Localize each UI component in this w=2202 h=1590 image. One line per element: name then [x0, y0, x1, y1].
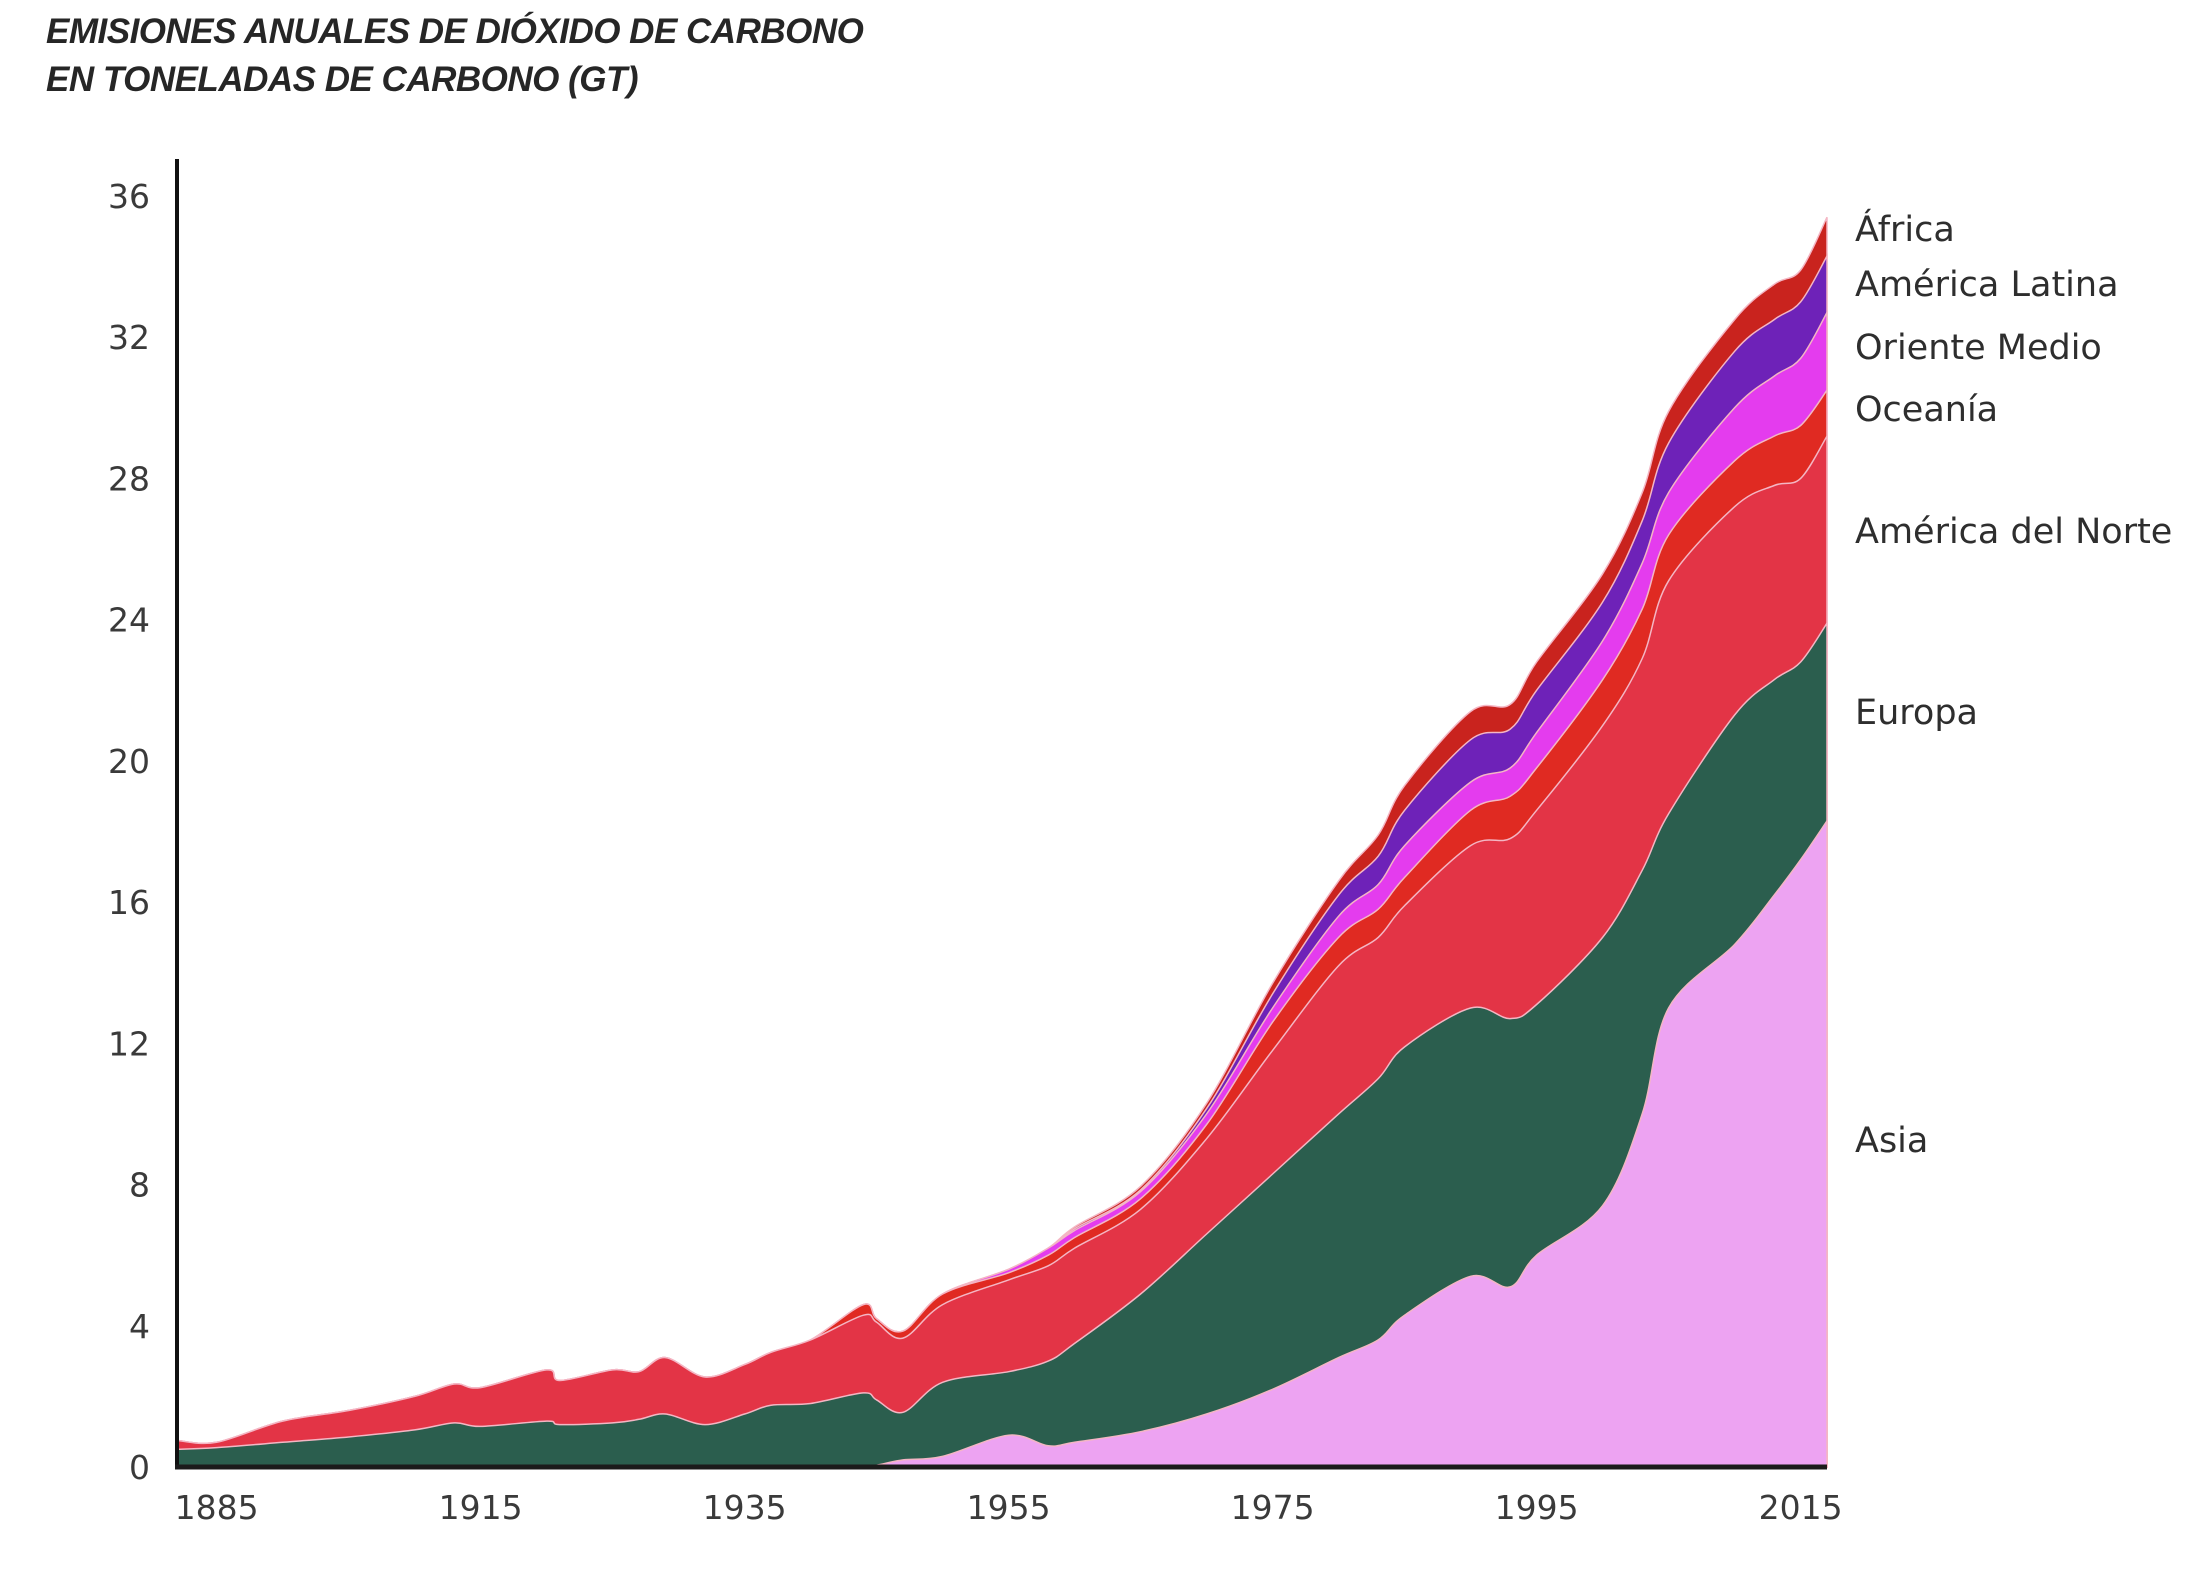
region-labels: Asia Europa América del Norte Oceanía Orient… [1855, 208, 2172, 1161]
x-tick-label: 2015 [1759, 1488, 1843, 1527]
y-tick-label: 36 [108, 177, 150, 216]
x-tick-label: 1955 [967, 1488, 1051, 1527]
legend-label--frica: África [1855, 208, 1955, 250]
legend-label-am-rica-del-norte: América del Norte [1855, 512, 2172, 552]
y-tick-label: 16 [108, 883, 150, 922]
y-tick-label: 28 [108, 459, 150, 498]
y-tick-label: 20 [108, 742, 150, 781]
y-tick-label: 32 [108, 318, 150, 357]
x-tick-label: 1885 [175, 1488, 259, 1527]
chart-title-line-2: EN TONELADAS DE CARBONO (GT) [46, 60, 639, 99]
legend-label-asia: Asia [1855, 1121, 1928, 1161]
x-tick-label: 1915 [439, 1488, 523, 1527]
y-tick-label: 24 [108, 601, 150, 640]
x-tick-label: 1935 [703, 1488, 787, 1527]
chart-title-line-1: EMISIONES ANUALES DE DIÓXIDO DE CARBONO [46, 12, 864, 51]
y-tick-labels: 0 4 8 12 16 20 24 28 32 36 [108, 177, 150, 1487]
x-tick-label: 1975 [1231, 1488, 1315, 1527]
legend-label-europa: Europa [1855, 693, 1978, 733]
y-tick-label: 0 [129, 1448, 150, 1487]
chart-title: EMISIONES ANUALES DE DIÓXIDO DE CARBONO … [46, 8, 864, 104]
x-tick-label: 1995 [1495, 1488, 1579, 1527]
legend-label-oriente-medio: Oriente Medio [1855, 328, 2102, 368]
area-europa [176, 620, 1828, 1468]
y-tick-label: 4 [129, 1307, 150, 1346]
legend-label-am-rica-latina: América Latina [1855, 265, 2119, 305]
x-tick-labels: 1885 1915 1935 1955 1975 1995 2015 [175, 1488, 1843, 1527]
y-tick-label: 8 [129, 1166, 150, 1205]
legend-label-ocean-a: Oceanía [1855, 390, 1998, 430]
y-tick-label: 12 [108, 1024, 150, 1063]
area-layers [176, 216, 1828, 1468]
